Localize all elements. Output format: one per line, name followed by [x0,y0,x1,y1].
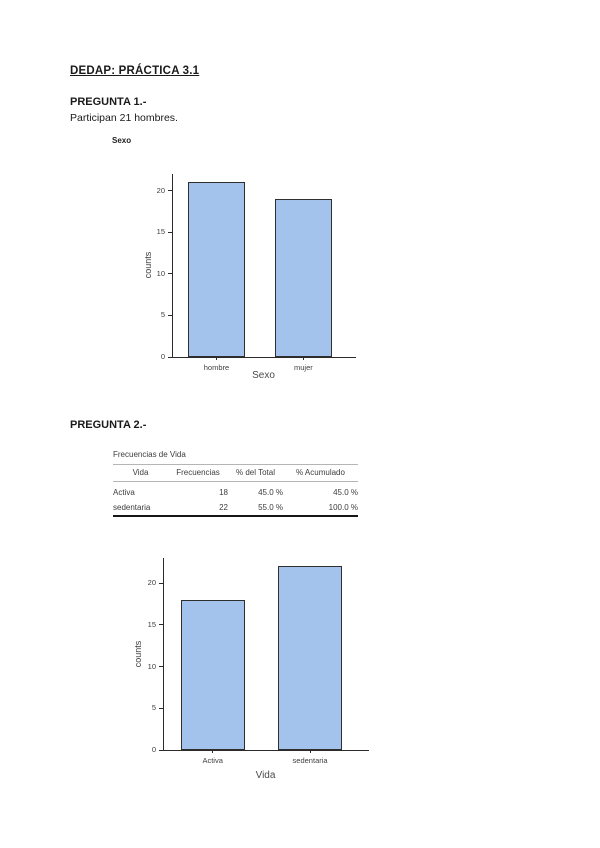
question-1-answer: Participan 21 hombres. [70,112,178,124]
x-category-label: sedentaria [292,756,328,765]
bar [274,198,333,357]
x-axis-tick [215,357,217,360]
y-axis-tick [159,582,163,584]
y-axis-tick-label: 20 [147,578,156,588]
table-cell: Activa [113,488,135,497]
column-header: % Acumulado [283,464,358,482]
y-axis-tick [168,190,172,192]
y-axis-tick-label: 0 [160,352,165,361]
x-axis-label: Vida [255,770,276,781]
frequency-table: Frecuencias de Vida Vida Frecuencias % d… [113,450,358,517]
x-axis-tick [212,750,214,753]
plot-area: 0 5 10 15 20 hombre mujer [157,174,356,372]
table-row: sedentaria 22 55.0 % 100.0 % [113,500,358,516]
y-axis-tick-label: 10 [156,268,165,278]
plot-area: 0 5 10 15 20 Activa sedentaria [148,558,369,765]
chart-section-title: Sexo [112,136,132,145]
y-axis-tick [159,707,163,709]
y-axis-tick-label: 15 [156,227,165,237]
y-axis-tick [159,749,163,751]
y-axis-tick-label: 20 [156,185,165,195]
y-axis-tick [168,273,172,275]
y-axis-tick-label: 0 [151,745,156,754]
bar [180,599,245,750]
x-category-label: hombre [203,363,230,372]
y-axis-tick-label: 5 [160,310,165,320]
y-axis-tick [168,356,172,358]
y-axis-tick [159,624,163,626]
table-cell: 45.0 % [333,488,358,497]
x-axis-tick [309,750,311,753]
y-axis-tick [168,314,172,316]
question-1-heading: PREGUNTA 1.- [70,96,147,108]
table-header-row: Vida Frecuencias % del Total % Acumulado [113,464,358,482]
x-axis-label: Sexo [252,370,275,381]
bar [277,566,343,750]
y-axis-tick-label: 10 [147,661,156,671]
y-axis-tick-label: 15 [147,619,156,629]
table-row: Activa 18 45.0 % 45.0 % [113,482,358,501]
y-axis-tick [159,666,163,668]
table-cell: sedentaria [113,503,151,512]
table-cell: 18 [219,488,228,497]
table-cell: 22 [219,503,228,512]
y-axis-tick [168,231,172,233]
x-category-label: mujer [293,363,313,372]
frequency-table-grid: Vida Frecuencias % del Total % Acumulado… [113,464,358,517]
x-axis-tick [302,357,304,360]
table-cell: 100.0 % [328,503,358,512]
document-title: DEDAP: PRÁCTICA 3.1 [70,65,200,77]
y-axis-tick-label: 5 [151,703,156,713]
sexo-bar-chart: Sexo counts 0 5 10 15 20 hombre mujer Sexo [70,134,430,404]
table-cell: 55.0 % [258,503,283,512]
column-header: Frecuencias [168,464,228,482]
bar [187,182,246,357]
question-2-heading: PREGUNTA 2.- [70,419,147,431]
vida-bar-chart: counts 0 5 10 15 20 Activa sedentaria Vida [70,552,430,802]
x-category-label: Activa [202,756,223,765]
column-header: % del Total [228,464,283,482]
table-caption: Frecuencias de Vida [113,450,186,459]
table-cell: 45.0 % [258,488,283,497]
column-header: Vida [113,464,168,482]
